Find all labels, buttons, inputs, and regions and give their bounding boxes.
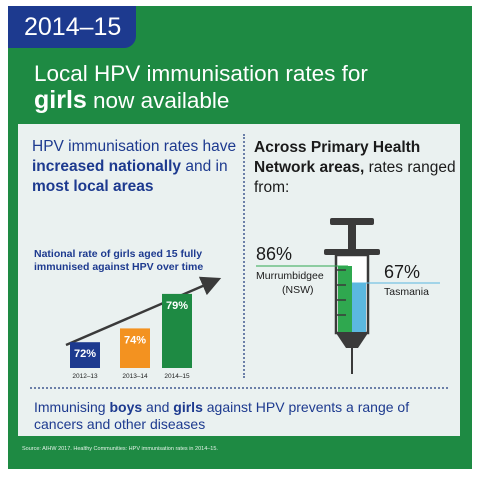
year-badge: 2014–15: [8, 6, 136, 48]
bottom-text-1: Immunising: [34, 399, 110, 415]
vertical-divider: [243, 134, 245, 378]
bottom-text-2: and: [142, 399, 174, 415]
syringe-icon: [324, 218, 380, 374]
bar-category-label: 2014–15: [164, 373, 190, 380]
headline-line2-rest: now available: [86, 88, 230, 113]
horizontal-divider: [30, 387, 448, 389]
bar-category-label: 2012–13: [72, 373, 98, 380]
left-heading-text-2: and in: [181, 158, 228, 175]
bar-value-label: 72%: [74, 348, 96, 360]
right-heading: Across Primary Health Network areas, rat…: [254, 138, 464, 198]
high-rate-state: (NSW): [282, 284, 314, 296]
bar-value-label: 79%: [166, 300, 188, 312]
bar-category-label: 2013–14: [122, 373, 148, 380]
bar-value-label: 74%: [124, 334, 146, 346]
right-heading-rest: rates ranged from:: [254, 159, 456, 196]
syringe-rod: [348, 225, 356, 249]
syringe-flange: [324, 249, 380, 255]
bottom-bold-girls: girls: [173, 399, 203, 415]
left-heading-text-1: HPV immunisation rates have: [32, 138, 237, 155]
bar-2012–13: [70, 342, 100, 368]
left-heading-bold-1: increased nationally: [32, 158, 182, 175]
content-card: [18, 124, 460, 436]
trend-arrow: [65, 276, 222, 347]
high-rate-value: 86%: [256, 244, 292, 264]
left-heading: HPV immunisation rates have increased na…: [32, 137, 242, 197]
headline-girls: girls: [34, 86, 87, 114]
bottom-message: Immunising boys and girls against HPV pr…: [34, 399, 454, 433]
bar-2013–14: [120, 328, 150, 368]
syringe-liquid-low: [352, 283, 366, 332]
left-heading-bold-2: most local areas: [32, 178, 154, 195]
bar-2014–15: [162, 293, 192, 368]
bar-chart: 72% 2012–13 74% 2013–14 79% 2014–15: [70, 293, 192, 380]
headline-line1: Local HPV immunisation rates for: [34, 61, 368, 86]
syringe-tip: [336, 333, 368, 348]
bottom-bold-boys: boys: [109, 399, 143, 415]
chart-title: National rate of girls aged 15 fully imm…: [34, 248, 204, 273]
right-heading-bold: Across Primary Health Network areas,: [254, 139, 421, 176]
low-rate-place: Tasmania: [384, 286, 429, 298]
syringe-liquid-high: [338, 266, 352, 332]
headline: Local HPV immunisation rates for girls n…: [34, 60, 454, 114]
low-rate-value: 67%: [384, 262, 420, 282]
syringe-handle: [330, 218, 374, 225]
high-rate-place: Murrumbidgee: [256, 270, 324, 282]
bottom-text-3: against HPV prevents a range of cancers …: [34, 399, 410, 432]
source-note: Source: AIHW 2017. Healthy Communities: …: [22, 446, 218, 452]
